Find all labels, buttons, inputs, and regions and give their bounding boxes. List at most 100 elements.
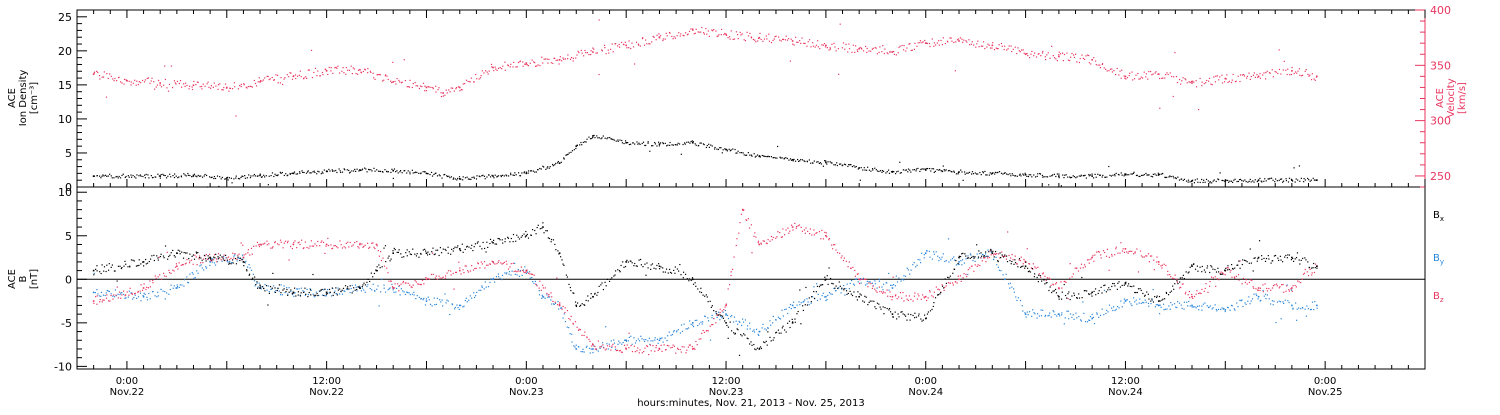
density-series-point <box>512 175 513 176</box>
bx-series-point <box>1197 266 1198 267</box>
density-series-point <box>751 156 752 157</box>
density-series-point <box>1222 180 1223 181</box>
by-series-point <box>140 300 141 301</box>
density-series-point <box>165 175 166 176</box>
bz-series-point <box>155 275 156 276</box>
by-series-point <box>707 317 708 318</box>
velocity-series-point <box>542 62 543 63</box>
velocity-series-point <box>463 83 464 84</box>
bz-series-point <box>941 284 942 285</box>
by-series-point <box>669 332 670 333</box>
bz-series-point <box>1111 254 1112 255</box>
velocity-series-point <box>575 57 576 58</box>
density-series-point <box>276 175 277 176</box>
bx-series-point <box>930 310 931 311</box>
by-series-point <box>1265 298 1266 299</box>
bz-series-point <box>688 346 689 347</box>
by-series-point <box>331 295 332 296</box>
bx-series-point <box>586 300 587 301</box>
bx-series-point <box>266 285 267 286</box>
by-series-point <box>101 292 102 293</box>
by-series-point <box>1097 314 1098 315</box>
by-series-point <box>966 258 967 259</box>
velocity-series-point <box>1062 53 1063 54</box>
velocity-series-point <box>106 73 107 74</box>
bz-series-point <box>392 287 394 289</box>
bz-series-point <box>115 295 116 296</box>
by-series-point <box>1165 309 1166 310</box>
velocity-series-point <box>395 83 396 84</box>
density-series-point <box>739 152 740 153</box>
bx-series-point <box>910 314 911 315</box>
bz-series-point <box>1238 274 1239 275</box>
bx-series-point <box>928 311 929 312</box>
bx-series-point <box>1025 262 1026 263</box>
velocity-series-point <box>473 81 474 82</box>
bx-series-point <box>543 232 544 233</box>
velocity-series-point <box>1273 76 1274 77</box>
bz-series-point <box>952 282 953 283</box>
b-axis-title-line: B <box>18 275 29 282</box>
bz-series-point <box>177 268 178 269</box>
bz-series-point <box>598 340 599 341</box>
velocity-series-point <box>1308 76 1309 77</box>
velocity-series-point <box>185 86 186 87</box>
density-series-point <box>131 177 132 178</box>
bz-series-point <box>1049 278 1050 279</box>
density-series-point <box>1071 177 1072 178</box>
bx-series-point <box>938 294 939 295</box>
velocity-series-point <box>1140 78 1141 79</box>
bz-series-point <box>739 222 740 223</box>
velocity-series-point <box>192 86 193 87</box>
by-series-point <box>545 298 546 299</box>
density-series-point <box>593 135 594 136</box>
bz-series-point <box>977 266 978 267</box>
by-series-point <box>524 266 525 267</box>
density-series-point <box>850 164 851 165</box>
velocity-series-point <box>462 89 463 90</box>
velocity-series-point <box>736 31 737 32</box>
density-series-point <box>339 168 340 169</box>
velocity-series-point <box>955 70 956 71</box>
density-series-point <box>1083 175 1084 176</box>
velocity-series-point <box>374 79 375 80</box>
by-series-point <box>1049 312 1050 313</box>
velocity-series-point <box>1102 63 1103 64</box>
by-series-point <box>786 309 787 310</box>
bx-series-point <box>1183 275 1184 276</box>
by-series-point <box>1142 302 1143 303</box>
bx-series-point <box>175 256 176 257</box>
bz-series-point <box>427 278 428 279</box>
by-series-point <box>743 322 744 323</box>
velocity-series-point <box>804 43 805 44</box>
velocity-series-point <box>1198 109 1199 110</box>
bz-series-point <box>1089 263 1090 264</box>
velocity-series-point <box>358 70 359 71</box>
by-series-point <box>813 286 814 287</box>
velocity-series-point <box>937 42 938 43</box>
time-tick-label: 12:00 <box>712 376 741 387</box>
by-series-point <box>790 304 791 305</box>
bx-series-point <box>878 304 879 305</box>
velocity-tick-label: 400 <box>1430 4 1451 17</box>
velocity-series-point <box>1229 81 1230 82</box>
bz-series-point <box>883 291 884 292</box>
bx-series-point <box>601 282 602 283</box>
bz-series-point <box>120 298 121 299</box>
velocity-series-point <box>1289 74 1290 75</box>
bx-series-point <box>208 258 209 259</box>
density-series-point <box>1269 178 1270 179</box>
velocity-series-point <box>1180 84 1181 85</box>
velocity-series-point <box>1287 74 1288 75</box>
bx-series-point <box>347 286 348 287</box>
bx-series-point <box>183 258 184 259</box>
velocity-series-point <box>471 78 472 79</box>
velocity-series-point <box>149 83 150 84</box>
density-series-point <box>842 164 843 165</box>
velocity-series-point <box>207 83 208 84</box>
velocity-series-point <box>495 68 496 69</box>
bx-series-point <box>342 290 343 291</box>
density-series-point <box>975 172 976 173</box>
bx-series-point <box>1070 299 1071 300</box>
velocity-series-point <box>1055 58 1056 59</box>
